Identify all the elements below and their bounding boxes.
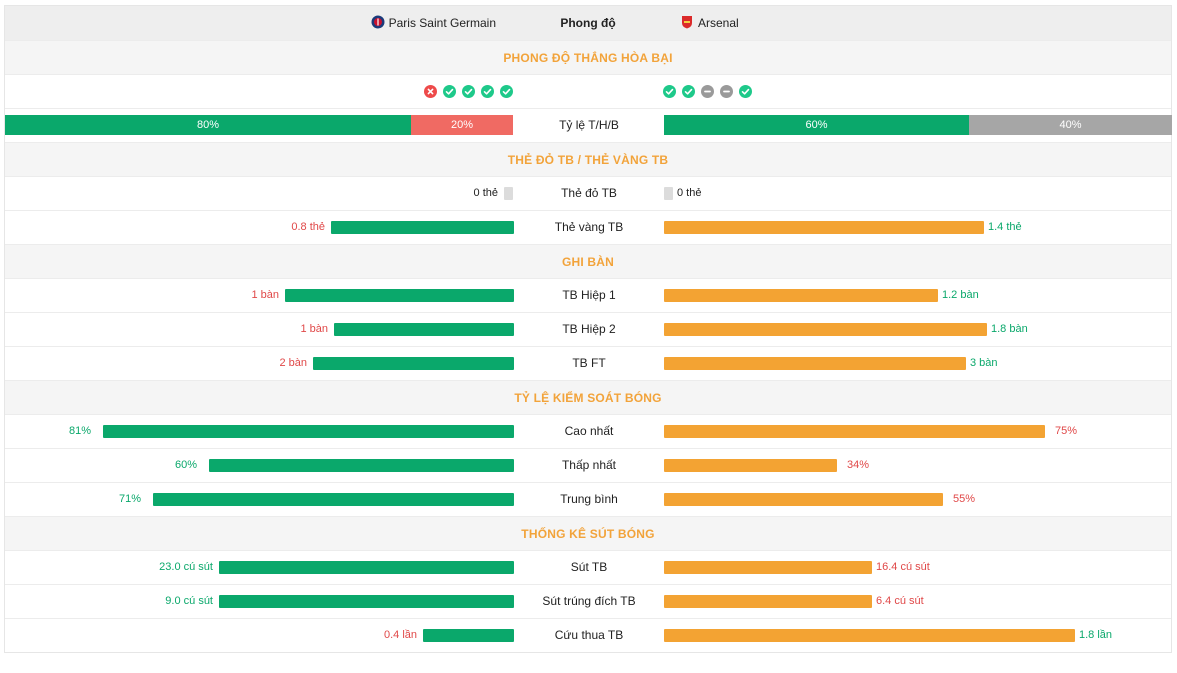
home-lose-bar: 20% xyxy=(411,115,513,135)
possession-avg-home-bar xyxy=(153,493,514,506)
home-team-name: Paris Saint Germain xyxy=(388,16,496,30)
possession-avg-row: 71% Trung bình 55% xyxy=(5,482,1171,516)
saves-label: Cứu thua TB xyxy=(554,628,624,642)
home-red-card-marker xyxy=(504,187,513,200)
possession-min-home-bar xyxy=(209,459,514,472)
possession-max-away-bar xyxy=(664,425,1045,438)
possession-min-away-bar xyxy=(664,459,837,472)
goals-ft-label: TB FT xyxy=(572,356,606,370)
away-win-bar: 60% xyxy=(664,115,969,135)
home-form-win-icon xyxy=(481,85,494,98)
shots-avg-label: Sút TB xyxy=(570,560,608,574)
goals-half1-row: 1 bàn TB Hiệp 1 1.2 bàn xyxy=(5,278,1171,312)
home-form-win-icon xyxy=(500,85,513,98)
whl-label: Tỷ lệ T/H/B xyxy=(559,118,619,132)
goals-half2-row: 1 bàn TB Hiệp 2 1.8 bàn xyxy=(5,312,1171,346)
possession-avg-away-value: 55% xyxy=(953,493,976,505)
goals-half1-label: TB Hiệp 1 xyxy=(562,288,616,302)
away-red-card-value: 0 thẻ xyxy=(677,187,702,199)
away-form-win-icon xyxy=(739,85,752,98)
goals-ft-away-bar xyxy=(664,357,966,370)
section-heading-goals: GHI BÀN xyxy=(5,244,1171,278)
possession-max-away-value: 75% xyxy=(1055,425,1078,437)
goals-half1-away-value: 1.2 bàn xyxy=(942,289,979,301)
section-heading-shots: THỐNG KÊ SÚT BÓNG xyxy=(5,516,1171,550)
saves-row: 0.4 lần Cứu thua TB 1.8 lần xyxy=(5,618,1171,652)
away-team-name: Arsenal xyxy=(698,16,739,30)
red-card-row: 0 thẻ Thẻ đỏ TB 0 thẻ xyxy=(5,176,1171,210)
goals-half2-away-value: 1.8 bàn xyxy=(991,323,1028,335)
away-draw-bar: 40% xyxy=(969,115,1172,135)
yellow-card-away-bar xyxy=(664,221,984,234)
section-title-form: Phong độ xyxy=(560,16,616,30)
arsenal-crest-icon xyxy=(680,15,694,32)
shots-on-target-label: Sút trúng đích TB xyxy=(542,594,636,608)
shots-on-target-home-bar xyxy=(219,595,514,608)
saves-away-value: 1.8 lần xyxy=(1079,629,1113,641)
goals-half2-home-bar xyxy=(334,323,514,336)
goals-half2-away-bar xyxy=(664,323,987,336)
goals-ft-row: 2 bàn TB FT 3 bàn xyxy=(5,346,1171,380)
possession-avg-away-bar xyxy=(664,493,943,506)
comparison-header: Paris Saint Germain Phong độ Arsenal xyxy=(5,6,1171,40)
shots-avg-row: 23.0 cú sút Sút TB 16.4 cú sút xyxy=(5,550,1171,584)
goals-ft-home-bar xyxy=(313,357,514,370)
yellow-card-away-value: 1.4 thẻ xyxy=(988,221,1022,233)
possession-min-row: 60% Thấp nhất 34% xyxy=(5,448,1171,482)
away-team[interactable]: Arsenal xyxy=(680,6,739,40)
goals-half1-away-bar xyxy=(664,289,938,302)
shots-on-target-home-value: 9.0 cú sút xyxy=(165,595,213,607)
possession-min-home-value: 60% xyxy=(174,459,197,471)
red-card-label: Thẻ đỏ TB xyxy=(561,186,617,200)
home-form-dots xyxy=(424,75,513,108)
possession-max-row: 81% Cao nhất 75% xyxy=(5,414,1171,448)
home-team[interactable]: Paris Saint Germain xyxy=(371,6,496,40)
whl-ratio-row: 80% 20% Tỷ lệ T/H/B 60% 40% xyxy=(5,108,1172,142)
possession-avg-label: Trung bình xyxy=(560,492,618,506)
yellow-card-label: Thẻ vàng TB xyxy=(554,220,624,234)
goals-half2-home-value: 1 bàn xyxy=(300,323,328,335)
possession-max-home-value: 81% xyxy=(68,425,91,437)
possession-min-away-value: 34% xyxy=(847,459,870,471)
possession-avg-home-value: 71% xyxy=(118,493,141,505)
away-form-draw-icon xyxy=(701,85,714,98)
possession-max-home-bar xyxy=(103,425,514,438)
home-red-card-value: 0 thẻ xyxy=(473,187,498,199)
away-form-draw-icon xyxy=(720,85,733,98)
home-form-loss-icon xyxy=(424,85,437,98)
shots-on-target-away-value: 6.4 cú sút xyxy=(876,595,924,607)
shots-avg-away-bar xyxy=(664,561,872,574)
psg-crest-icon xyxy=(371,15,385,32)
away-form-dots xyxy=(663,75,752,108)
form-dots-row xyxy=(5,74,1171,108)
goals-ft-away-value: 3 bàn xyxy=(970,357,998,369)
yellow-card-home-value: 0.8 thẻ xyxy=(291,221,325,233)
goals-half1-home-bar xyxy=(285,289,514,302)
home-form-win-icon xyxy=(443,85,456,98)
saves-away-bar xyxy=(664,629,1075,642)
goals-half2-label: TB Hiệp 2 xyxy=(562,322,616,336)
possession-min-label: Thấp nhất xyxy=(561,458,617,472)
possession-max-label: Cao nhất xyxy=(564,424,614,438)
shots-on-target-away-bar xyxy=(664,595,872,608)
saves-home-value: 0.4 lần xyxy=(383,629,417,641)
section-heading-possession: TỶ LỆ KIỂM SOÁT BÓNG xyxy=(5,380,1171,414)
home-win-bar: 80% xyxy=(5,115,411,135)
shots-on-target-row: 9.0 cú sút Sút trúng đích TB 6.4 cú sút xyxy=(5,584,1171,618)
form-comparison-panel: Paris Saint Germain Phong độ Arsenal PHO… xyxy=(4,5,1172,653)
away-form-win-icon xyxy=(663,85,676,98)
goals-ft-home-value: 2 bàn xyxy=(279,357,307,369)
away-red-card-marker xyxy=(664,187,673,200)
shots-avg-away-value: 16.4 cú sút xyxy=(876,561,930,573)
home-form-win-icon xyxy=(462,85,475,98)
yellow-card-row: 0.8 thẻ Thẻ vàng TB 1.4 thẻ xyxy=(5,210,1171,244)
yellow-card-home-bar xyxy=(331,221,514,234)
away-form-win-icon xyxy=(682,85,695,98)
shots-avg-home-value: 23.0 cú sút xyxy=(159,561,213,573)
saves-home-bar xyxy=(423,629,514,642)
section-heading-form: PHONG ĐỘ THẮNG HÒA BẠI xyxy=(5,40,1171,74)
section-heading-cards: THẺ ĐỎ TB / THẺ VÀNG TB xyxy=(5,142,1171,176)
shots-avg-home-bar xyxy=(219,561,514,574)
goals-half1-home-value: 1 bàn xyxy=(251,289,279,301)
